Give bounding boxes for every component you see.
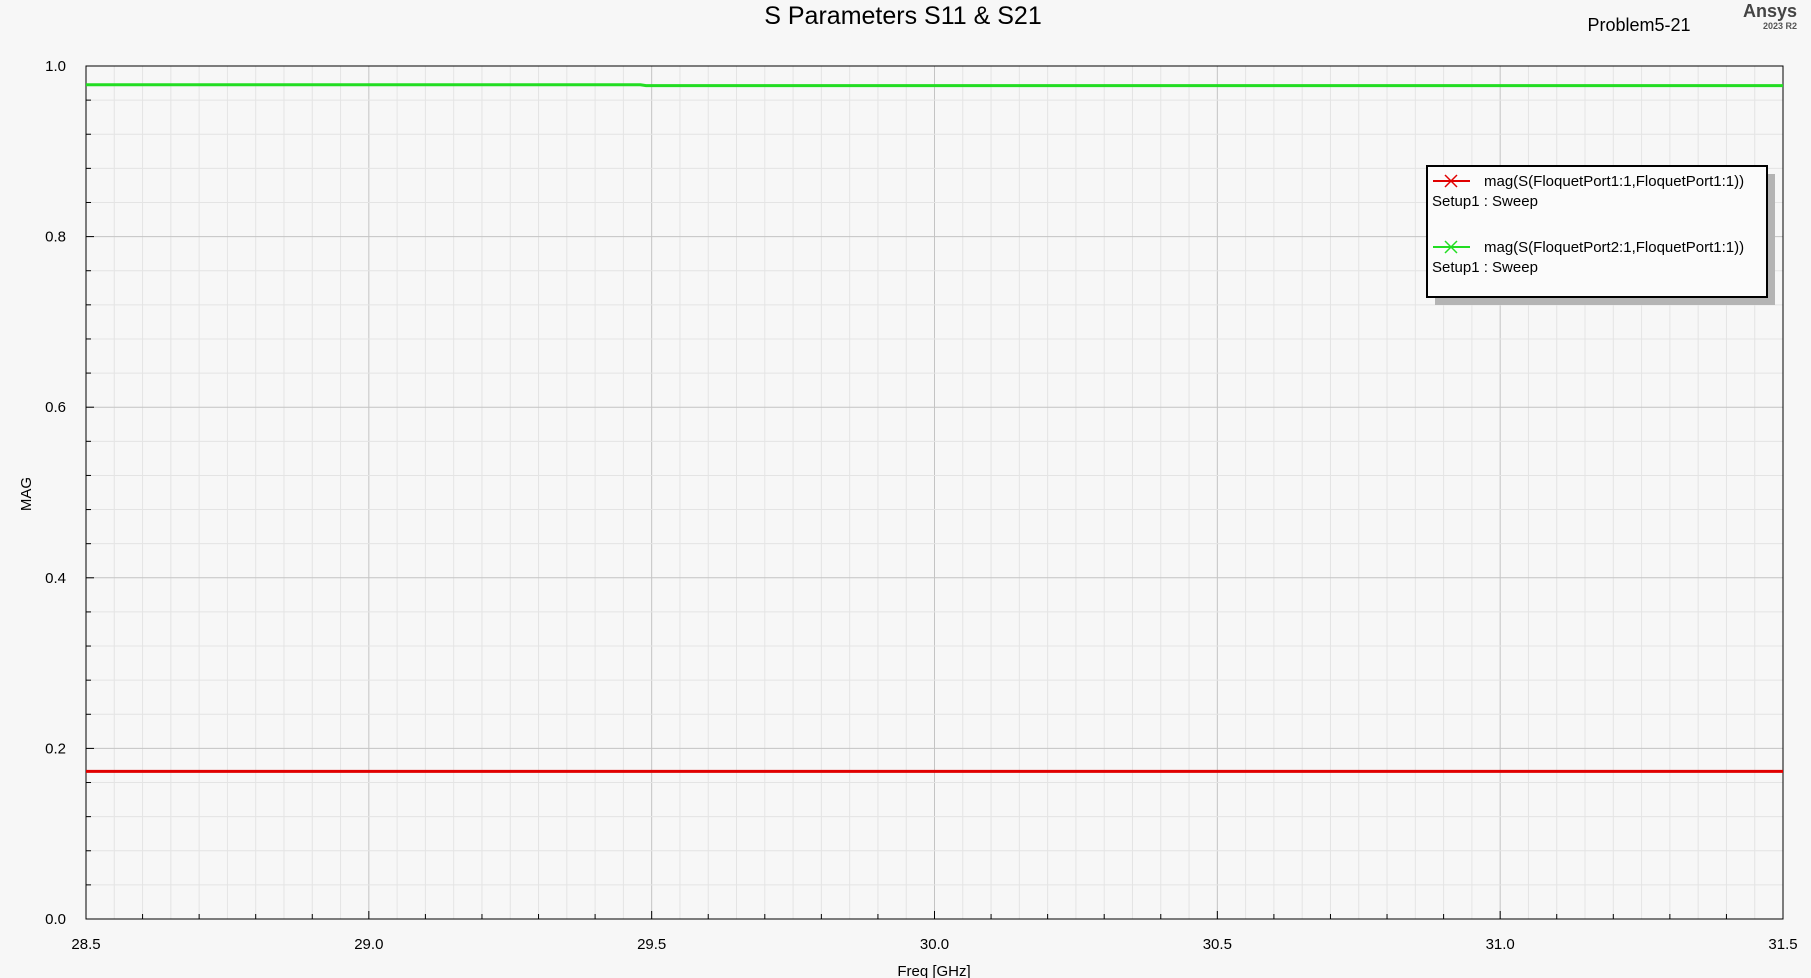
legend[interactable]: mag(S(FloquetPort1:1,FloquetPort1:1)) Set… [1426,165,1775,305]
x-tick-label: 30.0 [920,936,949,953]
legend-series-name: mag(S(FloquetPort2:1,FloquetPort1:1)) [1484,239,1744,256]
ansys-version: 2023 R2 [1763,21,1797,31]
legend-box [1426,165,1768,298]
x-tick-label: 29.0 [354,936,383,953]
x-axis-label: Freq [GHz] [897,963,970,978]
y-tick-label: 0.8 [45,229,66,246]
ansys-logo: Ansys [1743,1,1797,21]
legend-marker-icon [1444,240,1458,254]
legend-series-setup: Setup1 : Sweep [1432,259,1538,276]
x-tick-label: 31.0 [1486,936,1515,953]
x-tick-label: 29.5 [637,936,666,953]
plot-area-border [85,65,1784,920]
y-tick-label: 0.4 [45,570,66,587]
legend-marker-icon [1444,174,1458,188]
y-axis-label: MAG [18,477,35,511]
x-tick-label: 28.5 [71,936,100,953]
project-name: Problem5-21 [1587,15,1690,35]
legend-series-name: mag(S(FloquetPort1:1,FloquetPort1:1)) [1484,173,1744,190]
x-tick-label: 31.5 [1768,936,1797,953]
y-tick-label: 0.0 [45,911,66,928]
legend-series-setup: Setup1 : Sweep [1432,193,1538,210]
axis-ticks [86,99,1727,919]
x-tick-label: 30.5 [1203,936,1232,953]
series-line-2 [86,83,1783,88]
chart-title: S Parameters S11 & S21 [764,2,1041,30]
series-lines [86,83,1783,773]
y-tick-label: 0.2 [45,740,66,757]
y-tick-label: 0.6 [45,399,66,416]
grid [86,66,1783,919]
y-tick-label: 1.0 [45,58,66,75]
tick-labels: 28.5 29.0 29.5 30.0 30.5 31.0 31.5 0.0 0.2 0.4 0.6… [45,58,1797,953]
